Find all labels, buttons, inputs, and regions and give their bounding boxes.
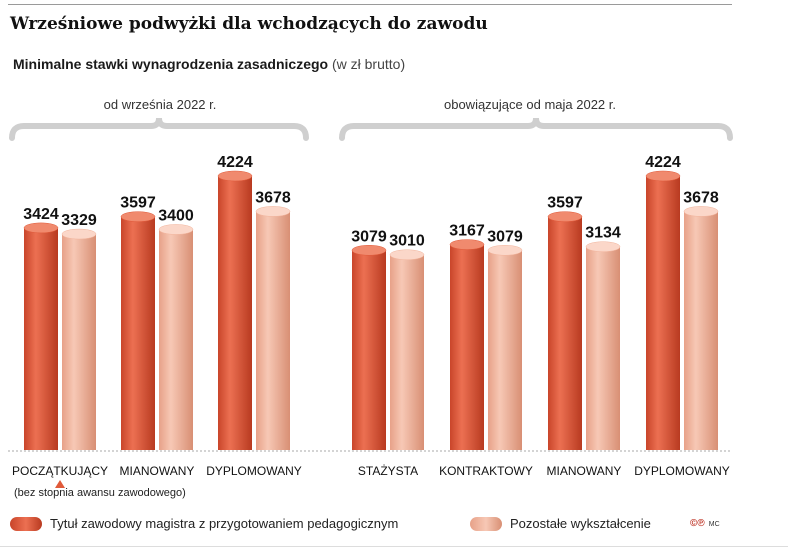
value-label-0-0-1: 3329 — [61, 212, 97, 229]
bar-cap-1-1-0 — [449, 239, 485, 250]
category-label-1-2: MIANOWANY — [547, 464, 622, 478]
legend-label-series1: Tytuł zawodowy magistra z przygotowaniem… — [50, 516, 399, 531]
value-label-1-2-1: 3134 — [585, 225, 621, 242]
subtitle-unit: (w zł brutto) — [331, 56, 406, 72]
category-label-0-1: MIANOWANY — [120, 464, 195, 478]
value-label-1-3-0: 4224 — [645, 154, 681, 171]
bar-cap-0-2-0 — [217, 170, 253, 182]
group-label-september: od września 2022 r. — [103, 97, 217, 112]
bar-cap-0-1-1 — [158, 224, 194, 235]
bar-cap-0-2-1 — [255, 206, 291, 217]
category-label-1-0: STAŻYSTA — [358, 464, 418, 478]
value-label-1-1-1: 3079 — [487, 228, 523, 245]
bar-cap-1-2-1 — [585, 241, 621, 252]
category-label-1-1: KONTRAKTOWY — [439, 464, 533, 478]
bar-0-1-0 — [121, 216, 155, 450]
publisher-logo: ©℗ MC — [690, 518, 720, 529]
bar-1-3-0 — [646, 176, 680, 450]
legend-item-series2: Pozostałe wykształcenie — [470, 516, 651, 531]
bar-cap-1-0-1 — [389, 249, 425, 260]
bars-layer: 3424 3329POCZĄTKUJĄCY35973400MIANOWANY422… — [12, 154, 730, 488]
bar-1-0-0 — [352, 250, 386, 450]
bar-cap-0-0-0 — [23, 222, 59, 234]
bar-cap-1-3-0 — [645, 170, 681, 182]
value-label-1-0-0: 3079 — [351, 228, 387, 245]
value-label-0-2-0: 4224 — [217, 154, 253, 171]
bar-0-2-0 — [218, 176, 252, 450]
bar-cap-1-2-0 — [547, 211, 583, 222]
chart-subtitle: Minimalne stawki wynagrodzenia zasadnicz… — [13, 56, 405, 72]
bar-cap-0-1-0 — [120, 211, 156, 222]
group-brace — [339, 117, 733, 141]
category-label-0-0: POCZĄTKUJĄCY — [12, 464, 108, 478]
top-rule — [8, 4, 732, 5]
bar-1-3-1 — [684, 211, 718, 450]
chart-title: Wrześniowe podwyżki dla wchodzących do z… — [10, 14, 488, 34]
subtitle-text: Minimalne stawki wynagrodzenia zasadnicz… — [13, 56, 329, 72]
bar-1-2-1 — [586, 246, 620, 450]
value-label-0-0-0: 3424 — [23, 206, 59, 223]
bar-0-0-0 — [24, 227, 58, 450]
value-label-1-3-1: 3678 — [683, 189, 719, 206]
bar-cap-0-0-1 — [61, 228, 97, 240]
bar-1-1-1 — [488, 250, 522, 450]
value-label-1-1-0: 3167 — [449, 223, 485, 240]
author-initials: MC — [708, 521, 720, 528]
bar-1-2-0 — [548, 216, 582, 450]
bar-0-0-1 — [62, 234, 96, 450]
legend-item-series1: Tytuł zawodowy magistra z przygotowaniem… — [10, 516, 398, 531]
category-label-0-2: DYPLOMOWANY — [206, 464, 302, 478]
bottom-rule — [0, 546, 788, 547]
category-label-1-3: DYPLOMOWANY — [634, 464, 730, 478]
footnote: (bez stopnia awansu zawodowego) — [14, 487, 186, 499]
bar-cap-1-0-0 — [351, 245, 387, 256]
bar-0-2-1 — [256, 211, 290, 450]
bar-1-0-1 — [390, 254, 424, 450]
value-label-0-2-1: 3678 — [255, 189, 291, 206]
bar-0-1-1 — [159, 229, 193, 450]
value-label-1-0-1: 3010 — [389, 233, 425, 250]
legend-label-series2: Pozostałe wykształcenie — [510, 516, 651, 531]
value-label-1-2-0: 3597 — [547, 195, 583, 212]
bar-cap-1-3-1 — [683, 206, 719, 217]
legend-swatch-series1 — [10, 516, 42, 531]
value-label-0-1-0: 3597 — [120, 195, 156, 212]
bar-cap-1-1-1 — [487, 245, 523, 256]
note-marker-icon — [55, 480, 65, 488]
legend-swatch-series2 — [470, 516, 502, 531]
value-label-0-1-1: 3400 — [158, 207, 194, 224]
group-braces — [9, 117, 733, 141]
bar-1-1-0 — [450, 244, 484, 450]
group-brace — [9, 117, 309, 141]
group-label-may: obowiązujące od maja 2022 r. — [443, 97, 616, 112]
